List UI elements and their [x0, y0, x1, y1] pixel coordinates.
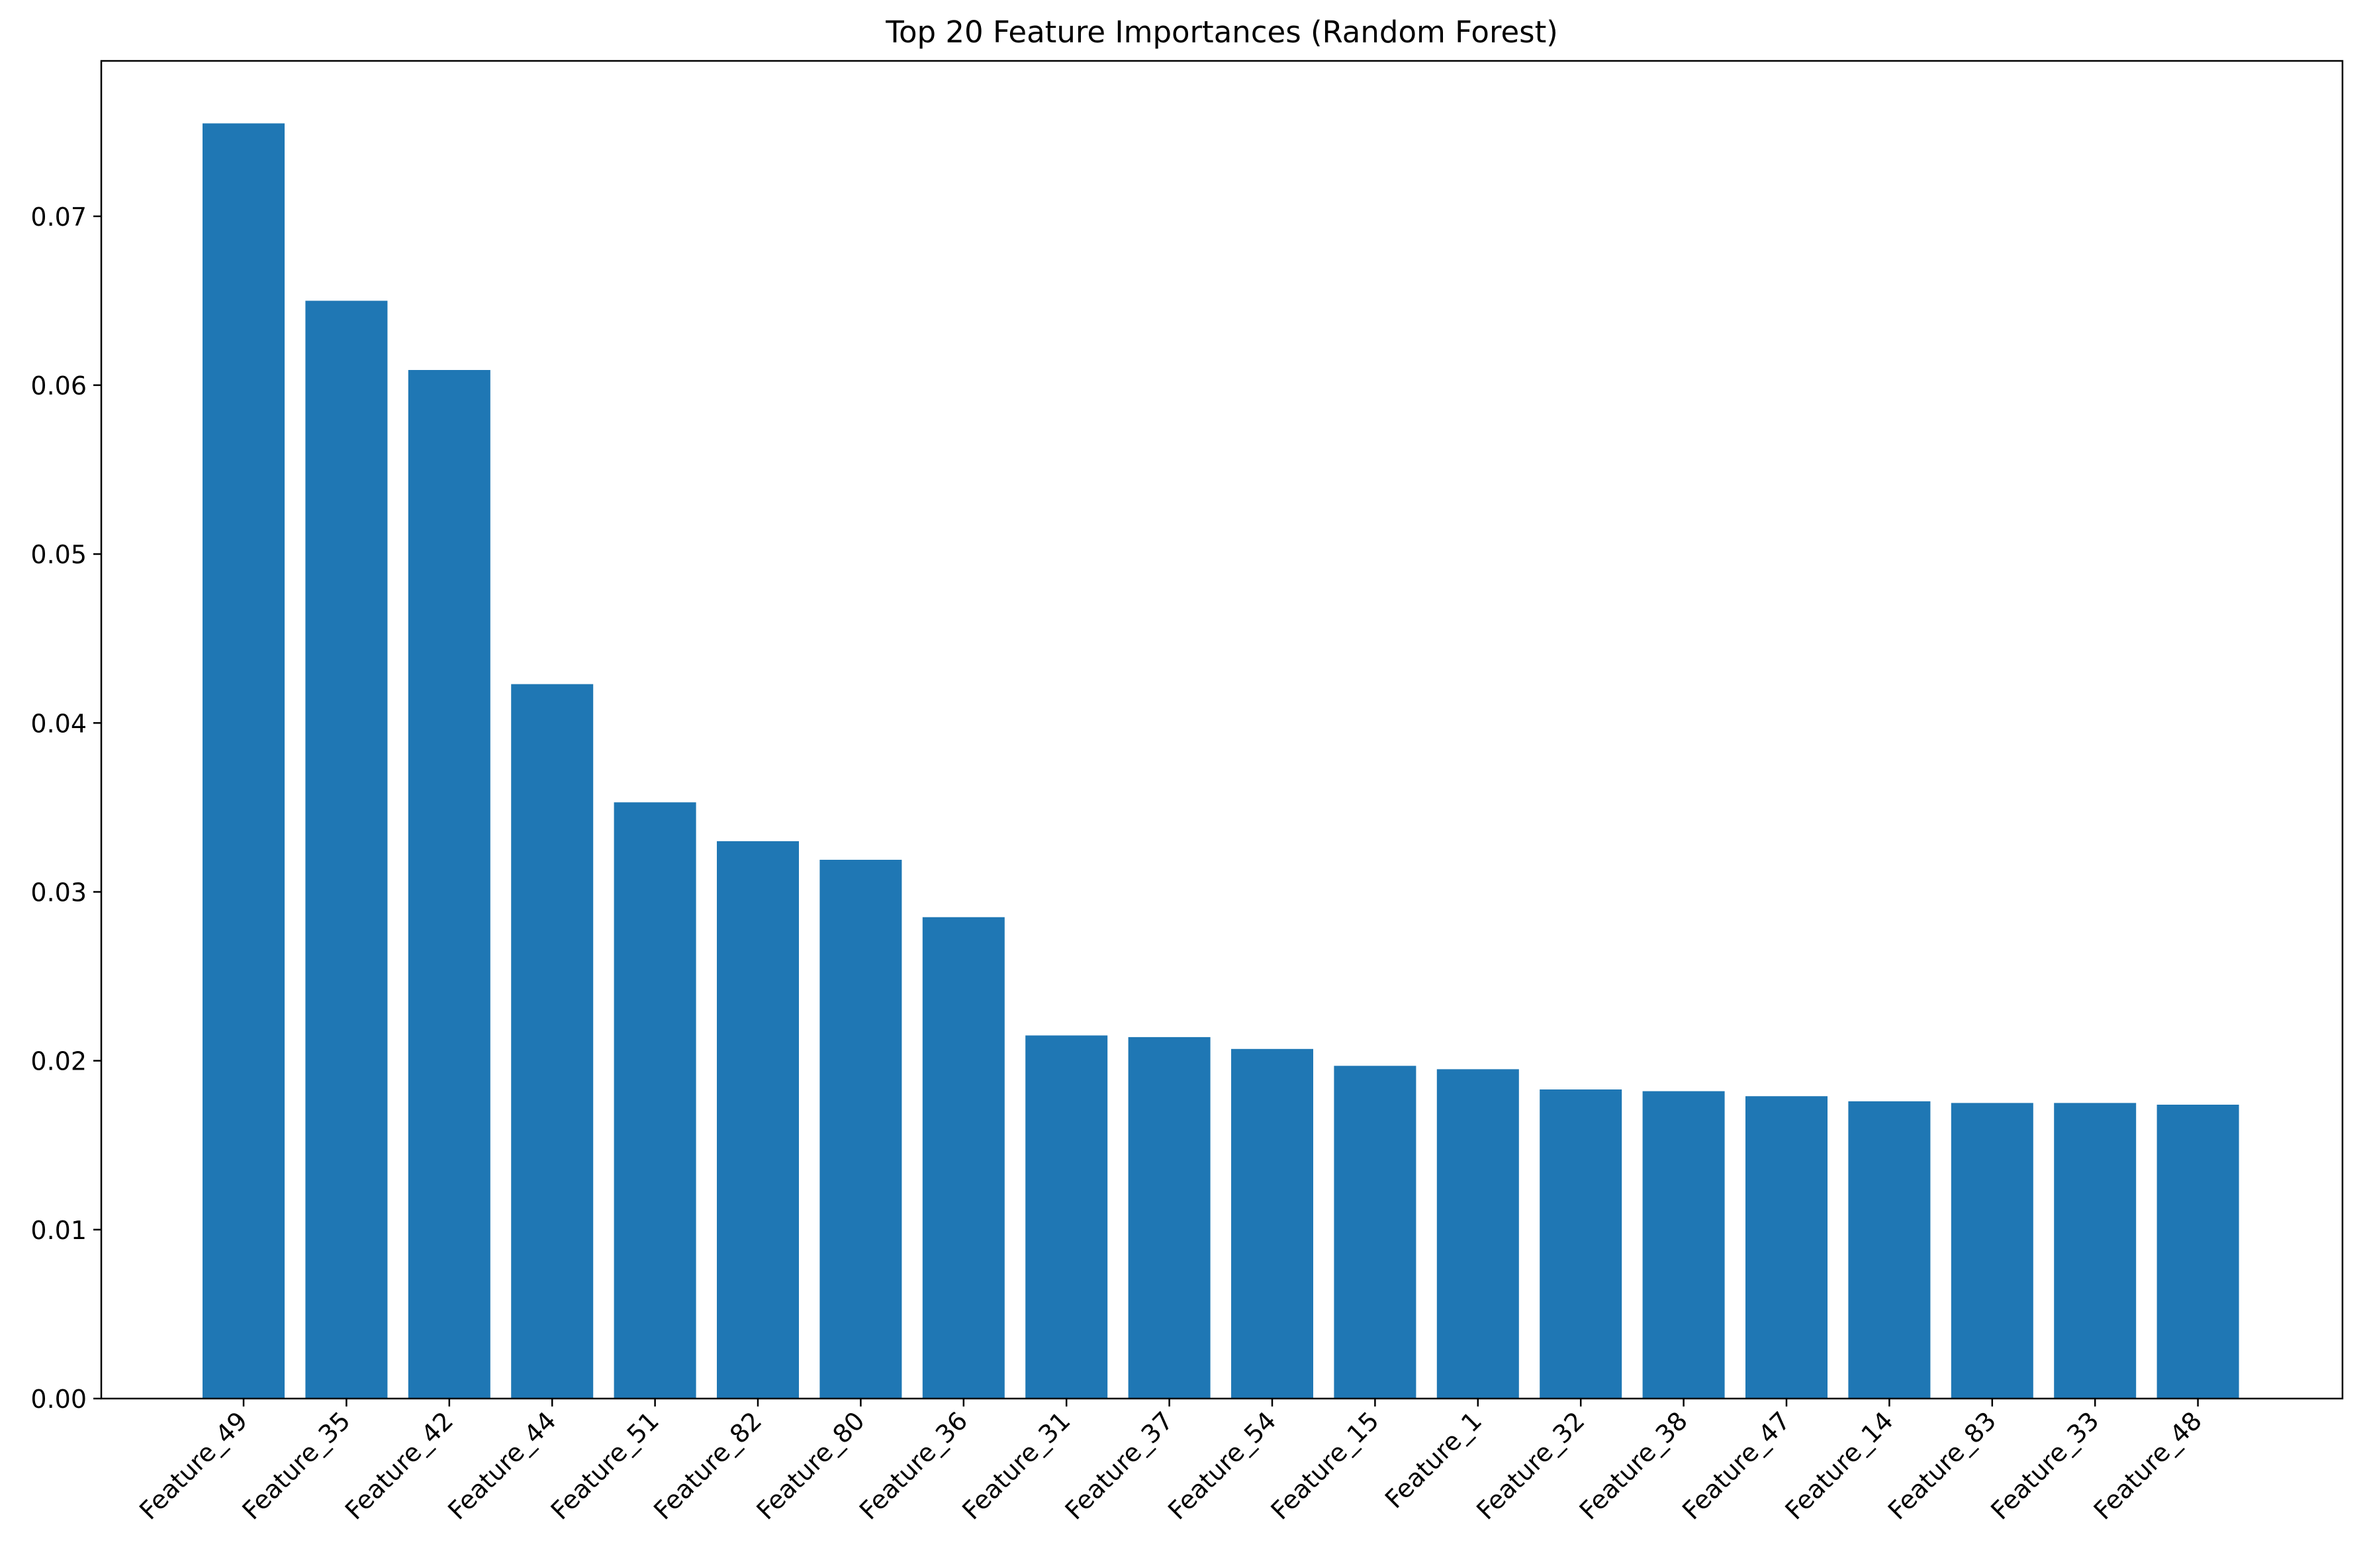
bar-feature-51: [614, 802, 696, 1399]
bar-feature-37: [1128, 1037, 1211, 1399]
y-tick-label: 0.04: [30, 709, 87, 738]
bar-feature-80: [819, 860, 902, 1399]
y-tick-label: 0.06: [30, 371, 87, 400]
bar-feature-36: [922, 917, 1005, 1399]
chart-title: Top 20 Feature Importances (Random Fores…: [885, 15, 1558, 50]
y-tick-label: 0.00: [30, 1385, 87, 1414]
bar-feature-35: [305, 300, 388, 1399]
bar-feature-1: [1436, 1069, 1519, 1399]
y-tick-label: 0.01: [30, 1216, 87, 1245]
bar-feature-44: [511, 684, 594, 1399]
y-tick-label: 0.05: [30, 540, 87, 569]
bar-feature-47: [1745, 1096, 1828, 1399]
y-tick-label: 0.07: [30, 203, 87, 232]
y-axis: 0.00 0.01 0.02 0.03 0.04 0.05 0.06 0.07: [30, 203, 101, 1414]
bar-feature-83: [1951, 1103, 2033, 1399]
bar-feature-32: [1540, 1089, 1622, 1399]
plot-frame: [100, 60, 2344, 1400]
bar-feature-38: [1642, 1091, 1725, 1399]
bar-feature-42: [408, 370, 490, 1399]
bar-feature-48: [2156, 1105, 2239, 1399]
bar-feature-49: [203, 123, 285, 1399]
y-tick-label: 0.03: [30, 878, 87, 907]
bar-feature-82: [717, 841, 799, 1399]
bar-feature-14: [1848, 1101, 1931, 1399]
y-tick-label: 0.02: [30, 1047, 87, 1076]
bar-feature-31: [1025, 1035, 1108, 1399]
bars-layer: [203, 123, 2239, 1399]
bar-feature-33: [2054, 1103, 2137, 1399]
bar-feature-54: [1231, 1048, 1313, 1399]
bar-feature-15: [1334, 1066, 1416, 1399]
